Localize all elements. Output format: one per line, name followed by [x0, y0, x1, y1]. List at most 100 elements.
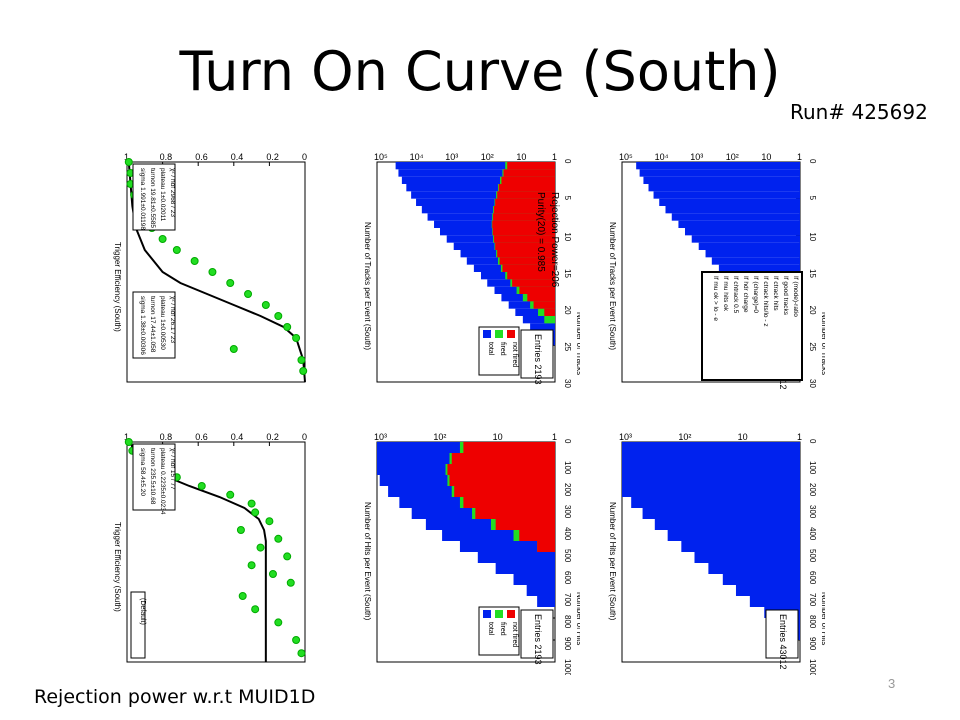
y-tick-label: 0.4: [231, 152, 244, 162]
data-point: [265, 517, 274, 526]
x-tick-label: 15: [563, 269, 572, 278]
x-tick-label: 400: [808, 527, 817, 541]
hist-bar: [622, 486, 800, 497]
hist-bar: [507, 162, 555, 170]
x-tick-label: 5: [808, 196, 817, 201]
hist-bar: [708, 563, 800, 574]
fit-param: sigma 58.4±5.20: [139, 448, 146, 496]
data-point: [299, 367, 308, 375]
x-tick-label: 500: [808, 549, 817, 563]
data-point: [292, 636, 301, 644]
fit-box: [132, 443, 176, 511]
data-point: [244, 290, 253, 298]
x-tick-label: 700: [563, 593, 572, 607]
x-axis-label: Number of Tracks: [575, 312, 580, 375]
hist-bar: [449, 475, 555, 486]
data-point: [292, 334, 301, 342]
fit-param: χ² / ndf 2968 / 23: [169, 168, 176, 217]
data-point: [297, 649, 306, 658]
hist-bar: [421, 206, 555, 214]
x-tick-label: 0: [563, 439, 572, 444]
hist-bar: [622, 442, 800, 453]
hist-bar: [451, 453, 555, 464]
data-point: [268, 570, 277, 578]
hist-bar: [622, 464, 800, 475]
y-tick-label: 1: [552, 152, 557, 162]
x-tick-label: 10: [808, 232, 817, 241]
stats-text: Entries 43012: [778, 614, 788, 670]
run-number: Run# 425692: [790, 100, 928, 124]
hist-bar: [501, 176, 555, 184]
plot-eff-hits: 0 0.2 0.4 0.6 0.8 1 Trigger Efficiency (South)…: [113, 432, 307, 663]
x-tick-label: 700: [808, 593, 817, 607]
hist-bar: [495, 563, 555, 574]
y-tick-label: 10⁴: [655, 152, 669, 162]
x-tick-label: 0: [808, 159, 817, 164]
hist-bar: [622, 475, 800, 486]
hist-bar: [459, 541, 555, 552]
hist-bar: [502, 264, 555, 272]
stats-box: [520, 609, 554, 659]
x-tick-label: 1000: [808, 659, 817, 675]
y-tick-label: 10: [738, 432, 748, 442]
hist-bar: [678, 220, 800, 228]
y-tick-label: 0: [302, 152, 307, 162]
hist-bar: [492, 220, 555, 228]
x-tick-label: 400: [563, 527, 572, 541]
hist-bar: [653, 191, 800, 199]
plot-hits-trig: 1 10 10² 10³ 0 100 200 300 400 500 600 700 800 900 100…: [363, 432, 580, 675]
hist-bar: [406, 184, 555, 192]
y-tick-label: 1: [797, 152, 802, 162]
y-tick-label: 10⁵: [619, 152, 633, 162]
slide-title: Turn On Curve (South): [179, 40, 781, 103]
data-point: [197, 482, 206, 490]
hist-bar: [537, 596, 555, 607]
hist-bar: [544, 316, 555, 324]
x-tick-label: 600: [808, 571, 817, 585]
hist-bar: [718, 264, 800, 272]
y-tick-label: 10³: [619, 432, 632, 442]
fit-param: χ² / ndf 26.1 / 23: [169, 296, 176, 344]
hist-bar: [522, 316, 555, 324]
fit-box: [132, 163, 176, 231]
y-axis-label: Number of Tracks per Event (South): [608, 222, 617, 350]
x-tick-label: 30: [563, 379, 572, 388]
hist-bar: [671, 213, 800, 221]
hist-bar: [537, 541, 555, 552]
data-point: [274, 312, 283, 320]
fit-box-2: [132, 291, 176, 359]
data-point: [124, 438, 133, 446]
x-tick-label: 800: [808, 615, 817, 629]
y-tick-label: 10²: [481, 152, 494, 162]
hist-bar: [642, 508, 800, 519]
data-point: [238, 592, 247, 600]
data-point: [286, 578, 295, 587]
hist-bar: [416, 198, 555, 206]
fit-param: turnon 17.44±1.058: [149, 296, 156, 353]
legend-swatch: [483, 610, 491, 618]
stats-text: Entries 2193: [533, 334, 543, 385]
hist-bar: [530, 323, 555, 331]
y-tick-label: 0.8: [160, 152, 173, 162]
hist-bar: [698, 242, 800, 250]
hist-bar: [454, 486, 555, 497]
y-tick-label: 10³: [445, 152, 458, 162]
y-tick-label: 0.2: [266, 432, 279, 442]
hist-bar: [643, 176, 800, 184]
fit-param: plateau 1±0.02011: [159, 168, 166, 222]
hist-bar: [519, 530, 555, 541]
hist-bar: [398, 169, 555, 177]
x-tick-label: 20: [808, 306, 817, 315]
legend-label: total: [487, 622, 494, 636]
x-tick-label: 30: [808, 379, 817, 388]
y-tick-label: 10³: [690, 152, 703, 162]
hist-bar: [631, 497, 800, 508]
x-tick-label: 100: [808, 461, 817, 475]
hist-bar: [495, 198, 555, 206]
side-label: (Default): [139, 598, 146, 625]
plot-eff-tracks: 0 0.2 0.4 0.6 0.8 1 Trigger Efficiency (South)…: [113, 152, 308, 383]
y-tick-label: 10²: [678, 432, 691, 442]
y-axis-label: Number of Tracks per Event (South): [363, 222, 372, 350]
y-tick-label: 1: [124, 432, 129, 442]
data-point: [208, 268, 217, 276]
